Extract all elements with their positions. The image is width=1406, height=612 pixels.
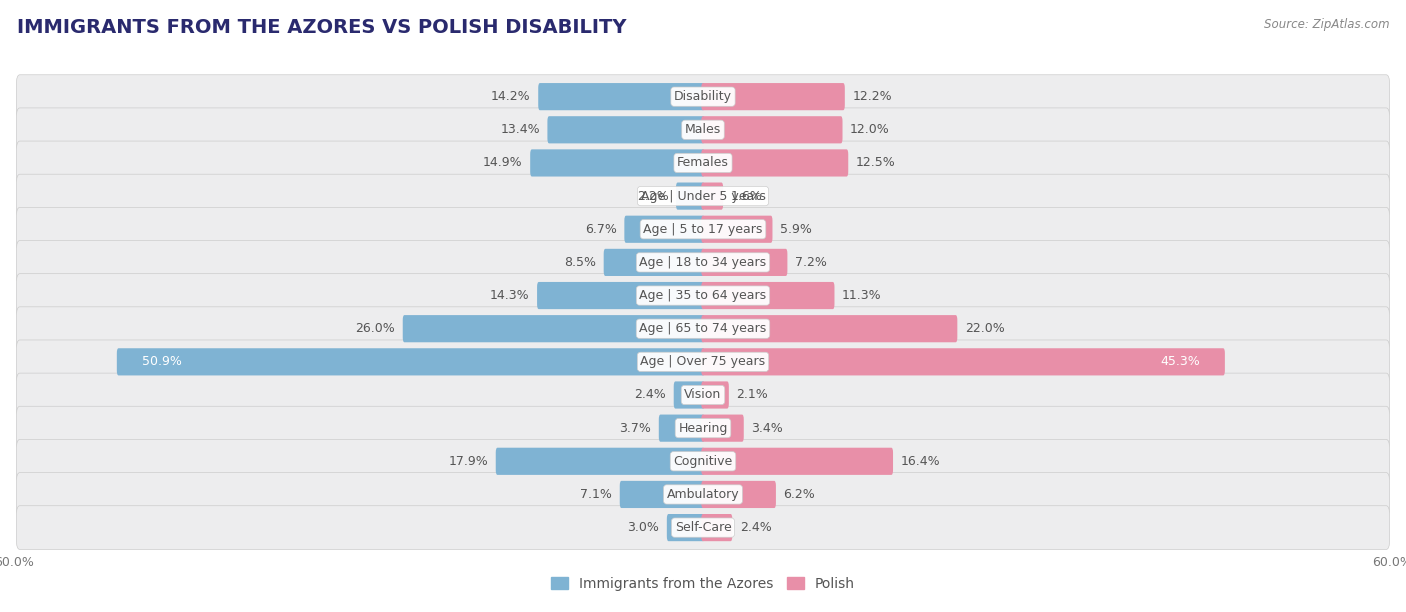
- Text: Age | Under 5 years: Age | Under 5 years: [641, 190, 765, 203]
- FancyBboxPatch shape: [17, 75, 1389, 119]
- Text: 50.9%: 50.9%: [142, 356, 181, 368]
- FancyBboxPatch shape: [17, 406, 1389, 450]
- Text: 3.0%: 3.0%: [627, 521, 659, 534]
- Text: 2.4%: 2.4%: [634, 389, 666, 401]
- Text: 17.9%: 17.9%: [449, 455, 488, 468]
- Text: 45.3%: 45.3%: [1160, 356, 1201, 368]
- FancyBboxPatch shape: [620, 481, 704, 508]
- FancyBboxPatch shape: [537, 282, 704, 309]
- FancyBboxPatch shape: [117, 348, 704, 375]
- Text: Males: Males: [685, 123, 721, 136]
- Text: Vision: Vision: [685, 389, 721, 401]
- Text: 6.7%: 6.7%: [585, 223, 617, 236]
- FancyBboxPatch shape: [17, 141, 1389, 185]
- Text: 7.2%: 7.2%: [794, 256, 827, 269]
- Text: 1.6%: 1.6%: [731, 190, 762, 203]
- FancyBboxPatch shape: [496, 448, 704, 475]
- FancyBboxPatch shape: [17, 439, 1389, 483]
- FancyBboxPatch shape: [702, 448, 893, 475]
- Text: Source: ZipAtlas.com: Source: ZipAtlas.com: [1264, 18, 1389, 31]
- Text: 2.2%: 2.2%: [637, 190, 669, 203]
- FancyBboxPatch shape: [702, 348, 1225, 375]
- FancyBboxPatch shape: [538, 83, 704, 110]
- Text: 13.4%: 13.4%: [501, 123, 540, 136]
- Text: Self-Care: Self-Care: [675, 521, 731, 534]
- FancyBboxPatch shape: [702, 215, 772, 243]
- Text: 12.2%: 12.2%: [852, 90, 891, 103]
- FancyBboxPatch shape: [17, 174, 1389, 218]
- Text: Age | 18 to 34 years: Age | 18 to 34 years: [640, 256, 766, 269]
- FancyBboxPatch shape: [17, 307, 1389, 351]
- Text: 22.0%: 22.0%: [965, 322, 1004, 335]
- FancyBboxPatch shape: [702, 481, 776, 508]
- FancyBboxPatch shape: [603, 249, 704, 276]
- Text: IMMIGRANTS FROM THE AZORES VS POLISH DISABILITY: IMMIGRANTS FROM THE AZORES VS POLISH DIS…: [17, 18, 626, 37]
- FancyBboxPatch shape: [666, 514, 704, 541]
- Text: 16.4%: 16.4%: [900, 455, 941, 468]
- Text: Cognitive: Cognitive: [673, 455, 733, 468]
- Text: Ambulatory: Ambulatory: [666, 488, 740, 501]
- FancyBboxPatch shape: [17, 241, 1389, 284]
- Text: 2.4%: 2.4%: [740, 521, 772, 534]
- FancyBboxPatch shape: [17, 274, 1389, 318]
- Text: Disability: Disability: [673, 90, 733, 103]
- Text: 5.9%: 5.9%: [780, 223, 811, 236]
- Text: Age | 35 to 64 years: Age | 35 to 64 years: [640, 289, 766, 302]
- FancyBboxPatch shape: [702, 83, 845, 110]
- FancyBboxPatch shape: [624, 215, 704, 243]
- FancyBboxPatch shape: [676, 182, 704, 210]
- FancyBboxPatch shape: [702, 414, 744, 442]
- Text: Age | 5 to 17 years: Age | 5 to 17 years: [644, 223, 762, 236]
- FancyBboxPatch shape: [702, 149, 848, 176]
- FancyBboxPatch shape: [702, 249, 787, 276]
- Text: 12.5%: 12.5%: [856, 157, 896, 170]
- FancyBboxPatch shape: [702, 282, 835, 309]
- FancyBboxPatch shape: [547, 116, 704, 143]
- FancyBboxPatch shape: [659, 414, 704, 442]
- Text: 14.9%: 14.9%: [484, 157, 523, 170]
- Text: 7.1%: 7.1%: [581, 488, 612, 501]
- Text: Age | Over 75 years: Age | Over 75 years: [641, 356, 765, 368]
- Text: 2.1%: 2.1%: [737, 389, 768, 401]
- FancyBboxPatch shape: [702, 182, 723, 210]
- FancyBboxPatch shape: [17, 207, 1389, 251]
- FancyBboxPatch shape: [17, 340, 1389, 384]
- FancyBboxPatch shape: [530, 149, 704, 176]
- Text: 3.7%: 3.7%: [620, 422, 651, 435]
- Text: Age | 65 to 74 years: Age | 65 to 74 years: [640, 322, 766, 335]
- FancyBboxPatch shape: [702, 514, 733, 541]
- Legend: Immigrants from the Azores, Polish: Immigrants from the Azores, Polish: [546, 571, 860, 596]
- FancyBboxPatch shape: [702, 315, 957, 342]
- FancyBboxPatch shape: [402, 315, 704, 342]
- FancyBboxPatch shape: [702, 381, 728, 409]
- Text: 8.5%: 8.5%: [564, 256, 596, 269]
- FancyBboxPatch shape: [17, 373, 1389, 417]
- FancyBboxPatch shape: [17, 108, 1389, 152]
- FancyBboxPatch shape: [17, 506, 1389, 550]
- Text: 14.3%: 14.3%: [491, 289, 530, 302]
- FancyBboxPatch shape: [17, 472, 1389, 517]
- Text: 6.2%: 6.2%: [783, 488, 815, 501]
- FancyBboxPatch shape: [702, 116, 842, 143]
- FancyBboxPatch shape: [673, 381, 704, 409]
- Text: 14.2%: 14.2%: [491, 90, 531, 103]
- Text: 26.0%: 26.0%: [356, 322, 395, 335]
- Text: 11.3%: 11.3%: [842, 289, 882, 302]
- Text: Females: Females: [678, 157, 728, 170]
- Text: 12.0%: 12.0%: [851, 123, 890, 136]
- Text: Hearing: Hearing: [678, 422, 728, 435]
- Text: 3.4%: 3.4%: [751, 422, 783, 435]
